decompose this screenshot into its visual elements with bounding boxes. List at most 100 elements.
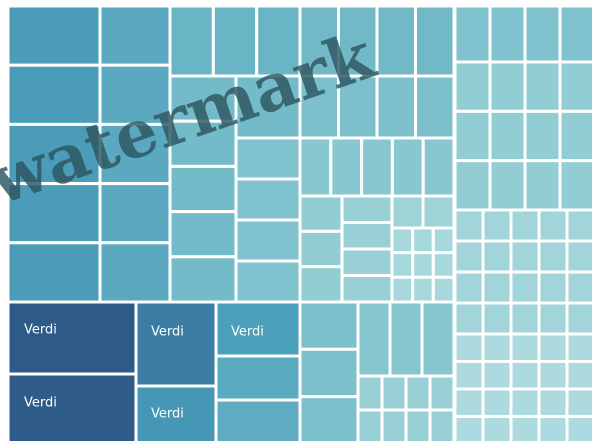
tile <box>421 194 456 230</box>
tile <box>360 136 394 198</box>
tile <box>98 4 172 67</box>
tile <box>428 408 456 441</box>
tile <box>537 387 569 418</box>
tiles <box>6 4 592 441</box>
tile <box>340 274 394 304</box>
tile <box>488 60 527 113</box>
tile <box>168 4 215 78</box>
tile-label: Verdi <box>231 325 264 340</box>
tile-label: Verdi <box>151 325 184 340</box>
tile <box>453 159 492 212</box>
tile <box>488 109 527 163</box>
tile <box>537 332 569 363</box>
tile <box>168 164 238 214</box>
tile <box>481 301 513 336</box>
tile <box>565 208 592 243</box>
tile <box>509 332 541 363</box>
tile <box>481 270 513 305</box>
tile <box>298 194 344 233</box>
tile <box>488 4 527 64</box>
tile <box>214 398 302 441</box>
tile <box>404 374 432 412</box>
tile <box>298 395 360 441</box>
tile <box>537 239 569 274</box>
tile <box>565 415 592 441</box>
tile <box>298 300 360 351</box>
tile <box>453 60 492 113</box>
labels: Verdi Verdi Verdi Verdi Verdi <box>24 323 264 422</box>
tile <box>375 4 417 78</box>
tile <box>558 159 592 212</box>
tile <box>234 259 302 304</box>
tile <box>523 4 562 64</box>
tile <box>234 218 302 263</box>
tile <box>481 332 513 363</box>
tile <box>481 415 513 441</box>
tile <box>420 300 456 378</box>
tile <box>356 374 384 412</box>
tile <box>453 4 492 64</box>
tile <box>509 360 541 391</box>
tile <box>565 239 592 274</box>
tile <box>488 159 527 212</box>
tile <box>523 159 562 212</box>
tile <box>537 270 569 305</box>
tile <box>6 372 138 441</box>
tile <box>98 182 172 245</box>
tile <box>134 300 218 388</box>
tile <box>168 255 238 304</box>
tile <box>340 247 394 277</box>
tile <box>98 241 172 304</box>
tile <box>340 194 394 224</box>
tile <box>6 300 138 376</box>
tile <box>431 226 456 255</box>
tile <box>356 408 384 441</box>
tile <box>453 239 485 274</box>
tile <box>411 275 435 304</box>
tile <box>481 360 513 391</box>
tile <box>565 270 592 305</box>
tile <box>565 360 592 391</box>
tile <box>380 374 408 412</box>
tile <box>356 300 392 378</box>
tile <box>375 74 417 140</box>
tile <box>414 74 456 140</box>
tile <box>431 251 456 279</box>
tile <box>98 122 172 186</box>
tile <box>329 136 364 198</box>
tile <box>411 251 435 279</box>
tile <box>565 387 592 418</box>
tile <box>390 226 415 255</box>
tile <box>298 347 360 399</box>
tile <box>431 275 456 304</box>
tile <box>298 136 333 198</box>
tile <box>453 270 485 305</box>
tile <box>390 136 425 198</box>
tile <box>565 332 592 363</box>
tile <box>414 4 456 78</box>
tile <box>453 301 485 336</box>
tile <box>390 194 425 230</box>
tile <box>565 301 592 336</box>
tile <box>134 384 218 441</box>
tile <box>481 239 513 274</box>
tile <box>453 109 492 163</box>
tile <box>234 74 302 140</box>
tile <box>340 221 394 251</box>
tile <box>214 354 302 402</box>
tile <box>453 332 485 363</box>
tile <box>234 177 302 222</box>
tile-label: Verdi <box>24 323 57 338</box>
tile <box>537 301 569 336</box>
tile <box>388 300 424 378</box>
tile <box>558 4 592 64</box>
tile <box>509 208 541 243</box>
tile <box>523 109 562 163</box>
tile <box>390 251 415 279</box>
tile <box>421 136 456 198</box>
tile <box>453 387 485 418</box>
tile <box>298 265 344 304</box>
tile <box>453 208 485 243</box>
tile <box>509 301 541 336</box>
